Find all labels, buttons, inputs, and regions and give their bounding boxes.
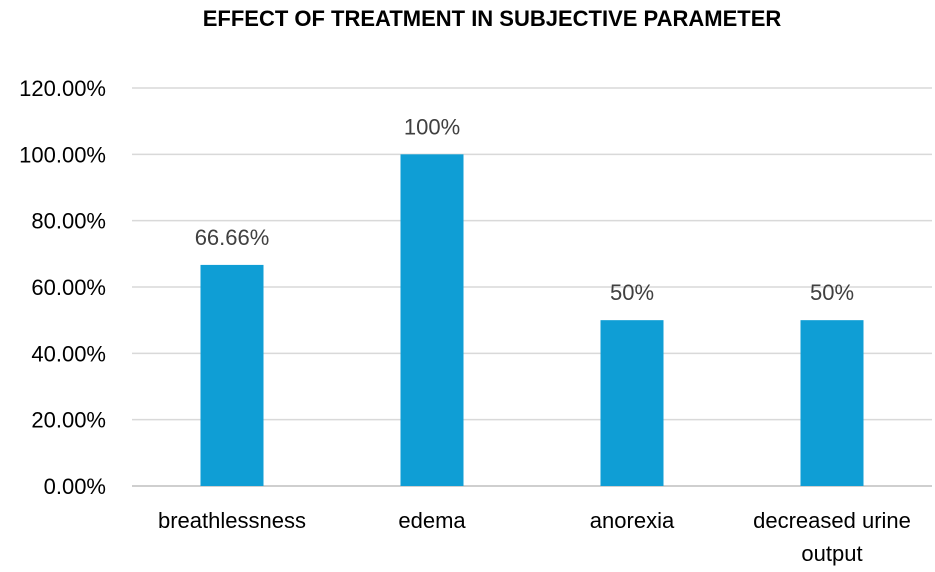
chart-title: EFFECT OF TREATMENT IN SUBJECTIVE PARAME… bbox=[203, 6, 782, 31]
data-labels: 66.66% 100% 50% 50% bbox=[195, 114, 854, 305]
category-label: edema bbox=[398, 508, 466, 533]
y-axis-ticks: 0.00% 20.00% 40.00% 60.00% 80.00% 100.00% 120.… bbox=[19, 76, 106, 499]
y-tick-label: 40.00% bbox=[31, 341, 106, 366]
y-tick-label: 80.00% bbox=[31, 209, 106, 234]
data-label: 50% bbox=[610, 280, 654, 305]
y-tick-label: 100.00% bbox=[19, 142, 106, 167]
y-tick-label: 60.00% bbox=[31, 275, 106, 300]
y-tick-label: 0.00% bbox=[44, 474, 106, 499]
bar bbox=[800, 320, 864, 486]
category-label: breathlessness bbox=[158, 508, 306, 533]
y-tick-label: 20.00% bbox=[31, 408, 106, 433]
data-label: 50% bbox=[810, 280, 854, 305]
y-tick-label: 120.00% bbox=[19, 76, 106, 101]
bar bbox=[200, 264, 264, 486]
bars bbox=[200, 154, 864, 487]
bar bbox=[400, 154, 464, 487]
bar bbox=[600, 320, 664, 486]
category-label: decreased urine bbox=[753, 508, 911, 533]
data-label: 100% bbox=[404, 114, 460, 139]
category-label: anorexia bbox=[590, 508, 675, 533]
category-label: output bbox=[801, 541, 862, 566]
category-labels: breathlessness edema anorexia decreased uri… bbox=[158, 508, 911, 566]
gridlines bbox=[132, 87, 932, 487]
data-label: 66.66% bbox=[195, 225, 270, 250]
